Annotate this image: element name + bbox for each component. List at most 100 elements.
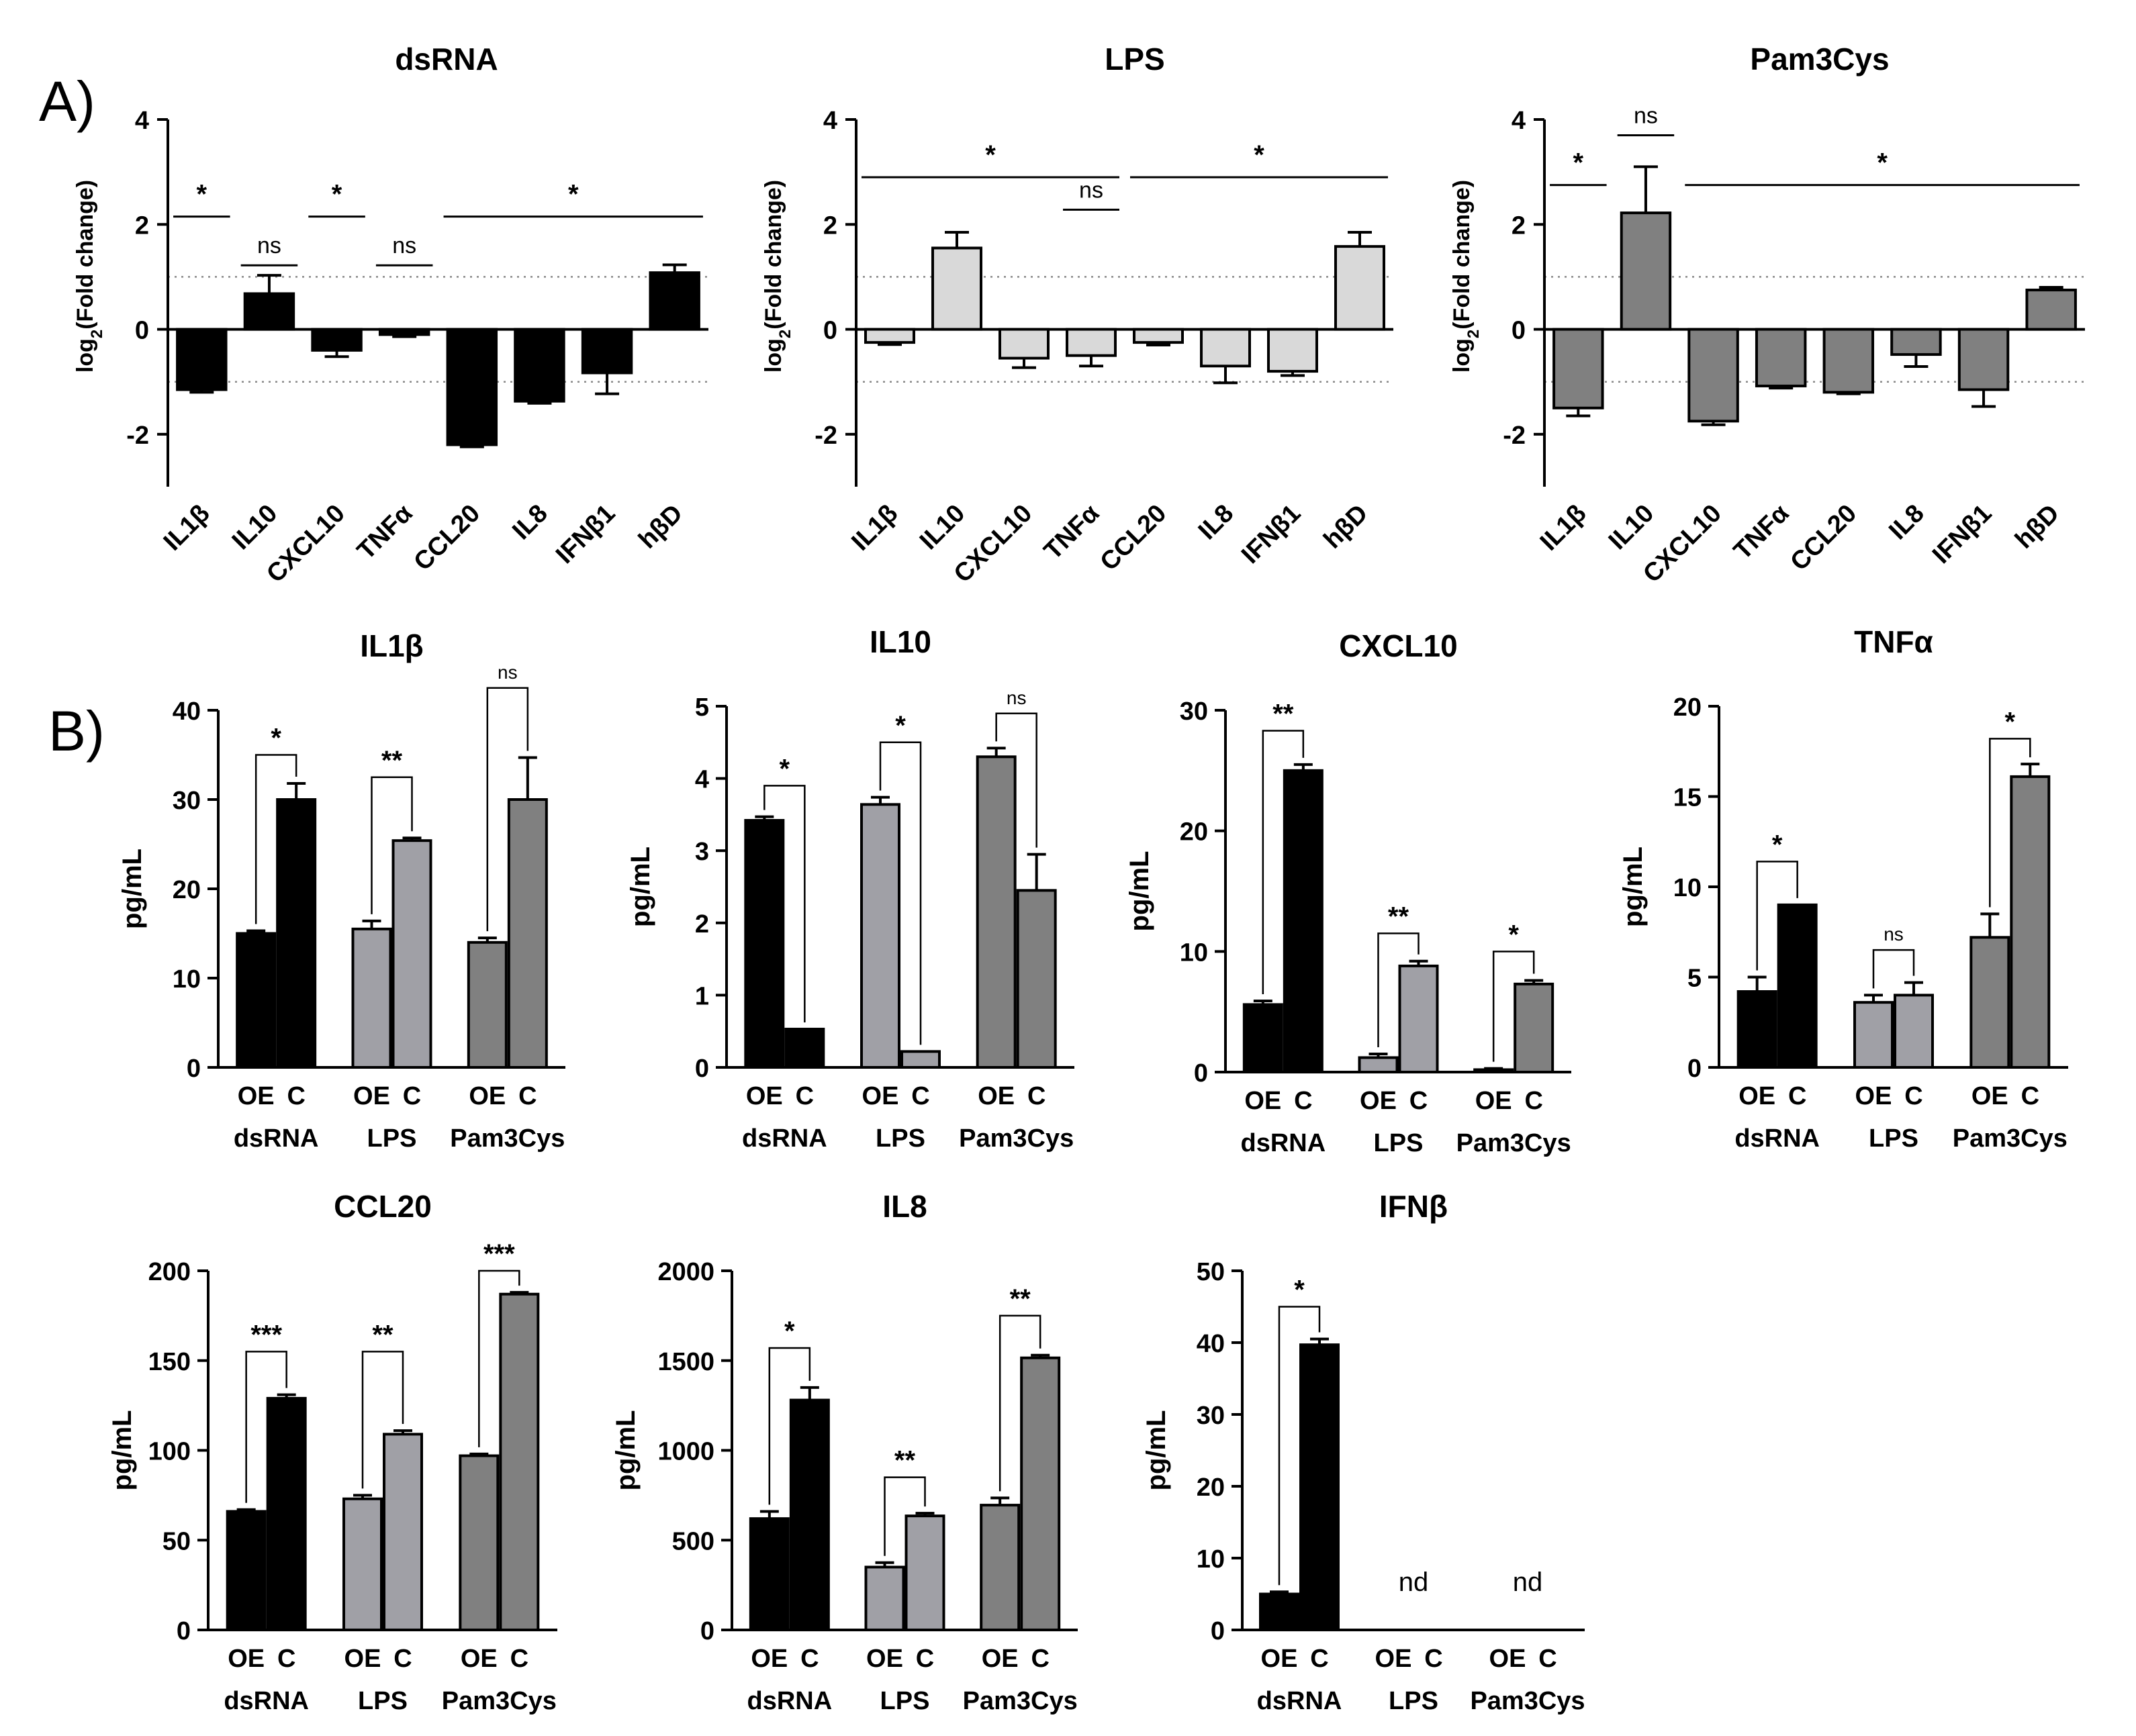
bar-IL10 (931, 246, 982, 331)
significance-bracket (254, 754, 297, 924)
significance-label: ** (1010, 1284, 1031, 1314)
group-label: LPS (1869, 1124, 1918, 1153)
y-tick-label: 30 (1180, 697, 1208, 726)
significance-label: ns (1007, 687, 1027, 708)
significance-label: * (568, 180, 579, 209)
significance-label: * (985, 140, 996, 170)
significance-label: * (1508, 920, 1519, 949)
chart-title: IL10 (870, 624, 931, 659)
panel-label-b: B) (48, 700, 105, 763)
panel-label-a: A) (39, 70, 95, 133)
significance-label: * (2005, 707, 2016, 736)
chart-title: LPS (1105, 42, 1164, 77)
bar-CXCL10 (311, 328, 363, 352)
x-tick-label: IL8 (1193, 499, 1240, 546)
bar-LPS-C (391, 839, 432, 1069)
bar-label: C (1310, 1645, 1328, 1673)
group-label: Pam3Cys (450, 1124, 565, 1153)
bar-dsRNA-C (276, 798, 317, 1069)
y-tick-label: 5 (695, 693, 709, 722)
chart-title: dsRNA (395, 42, 498, 77)
significance-label: * (780, 754, 790, 783)
y-axis-label: pg/mL (626, 847, 655, 927)
x-tick-label: IL10 (227, 499, 283, 555)
y-axis-label: log2(Fold change) (761, 180, 794, 373)
bar-IL1β (176, 328, 228, 391)
bar-label: OE (228, 1645, 265, 1673)
significance-bracket (371, 776, 413, 914)
significance-label: ** (372, 1320, 393, 1349)
bar-label: C (1294, 1087, 1312, 1115)
bar-dsRNA-OE (236, 932, 277, 1069)
x-tick-label: IL8 (507, 499, 553, 546)
bar-label: C (277, 1645, 295, 1673)
significance-bracket (1278, 1306, 1321, 1586)
y-tick-label: 0 (187, 1055, 201, 1083)
y-axis-label: pg/mL (107, 1410, 137, 1491)
bar-IFNβ1 (1267, 328, 1318, 373)
chart-title: CXCL10 (1339, 628, 1457, 663)
x-tick-label: IL8 (1884, 499, 1930, 546)
x-tick-label: IFNβ1 (551, 499, 620, 569)
bar-dsRNA-OE (1736, 990, 1777, 1069)
bar-Pam3Cys-OE (459, 1454, 500, 1631)
y-tick-label: 3 (695, 838, 709, 866)
y-tick-label: 1000 (657, 1438, 714, 1466)
bar-dsRNA-OE (749, 1517, 790, 1631)
y-tick-label: 0 (1194, 1059, 1208, 1088)
significance-bracket (768, 1347, 811, 1505)
bar-label: C (796, 1082, 814, 1110)
bar-CCL20 (1822, 328, 1875, 394)
bar-label: C (1538, 1645, 1557, 1673)
y-tick-label: 4 (1512, 107, 1526, 135)
significance-bracket (884, 1476, 926, 1556)
significance-bracket (1989, 738, 2031, 908)
nd-label: nd (1513, 1568, 1543, 1597)
y-axis-label: pg/mL (118, 849, 147, 929)
y-tick-label: 20 (1673, 693, 1702, 722)
y-tick-label: 10 (1673, 874, 1702, 902)
bar-Pam3Cys-OE (1969, 936, 2010, 1069)
bar-label: OE (1360, 1087, 1397, 1115)
chart-b3: CXCL10 dsRNA OE C ** LPS OE C ** Pam3Cys OE C * 0 10 20… (1125, 628, 1571, 1157)
y-tick-label: 0 (177, 1617, 191, 1645)
bar-label: C (1524, 1087, 1542, 1115)
y-tick-label: 15 (1673, 784, 1702, 812)
chart-title: IL8 (882, 1189, 927, 1224)
significance-label: * (1573, 148, 1584, 178)
bar-label: OE (866, 1645, 903, 1673)
group-label: Pam3Cys (1456, 1129, 1571, 1157)
bar-CXCL10 (999, 328, 1050, 360)
significance-label: ns (257, 233, 281, 258)
group-label: dsRNA (1257, 1687, 1342, 1715)
bar-label: OE (1489, 1645, 1526, 1673)
chart-title: IL1β (360, 628, 424, 663)
bar-label: OE (746, 1082, 783, 1110)
bar-Pam3Cys-C (1016, 889, 1057, 1069)
bar-dsRNA-C (1777, 903, 1818, 1069)
bar-IL8 (1890, 328, 1942, 356)
bar-Pam3Cys-OE (467, 941, 508, 1069)
significance-label: * (271, 724, 281, 753)
bar-label: OE (1855, 1082, 1892, 1110)
bar-TNFα (378, 328, 430, 336)
x-tick-label: hβD (1318, 499, 1373, 554)
significance-label: ns (1634, 103, 1658, 128)
group-label: Pam3Cys (959, 1124, 1074, 1153)
chart-title: IFNβ (1379, 1189, 1448, 1224)
bar-label: C (393, 1645, 412, 1673)
y-tick-label: 100 (148, 1438, 191, 1466)
y-tick-label: 0 (695, 1055, 709, 1083)
y-axis-label: pg/mL (1142, 1410, 1171, 1491)
bar-IL8 (514, 328, 565, 403)
bar-Pam3Cys-C (1020, 1356, 1061, 1632)
bar-dsRNA-C (266, 1396, 307, 1632)
significance-bracket (1492, 951, 1535, 1062)
bar-label: OE (469, 1082, 506, 1110)
significance-label: * (1294, 1275, 1305, 1305)
bar-LPS-OE (864, 1565, 905, 1631)
bar-label: OE (353, 1082, 390, 1110)
x-tick-label: CCL20 (1785, 499, 1862, 577)
